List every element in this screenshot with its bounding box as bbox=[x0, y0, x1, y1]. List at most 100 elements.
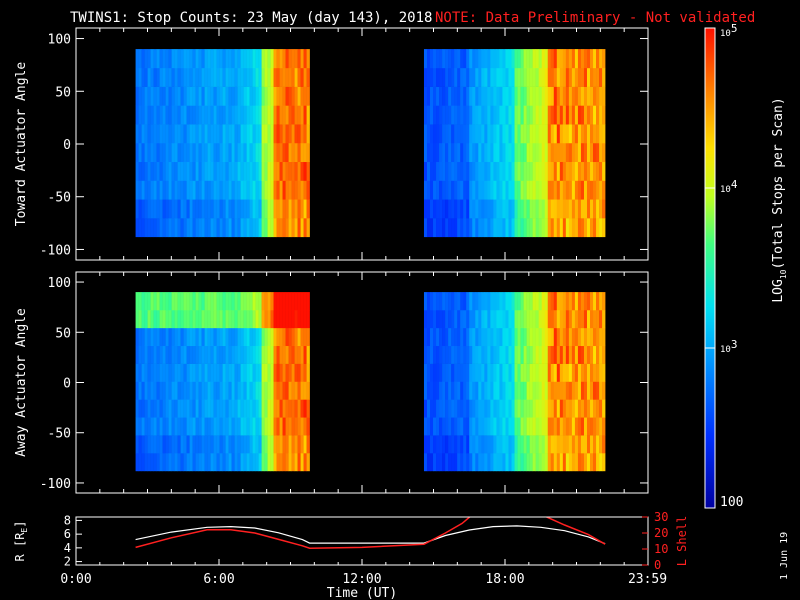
heatmap-cell bbox=[222, 86, 226, 106]
heatmap-cell bbox=[153, 327, 157, 347]
heatmap-cell bbox=[279, 363, 283, 382]
heatmap-cell bbox=[273, 309, 277, 329]
heatmap-cell bbox=[583, 124, 588, 144]
heatmap-cell bbox=[240, 49, 244, 69]
heatmap-cell bbox=[580, 417, 585, 436]
heatmap-cell bbox=[460, 453, 464, 472]
heatmap-cell bbox=[433, 49, 437, 69]
heatmap-cell bbox=[433, 363, 437, 382]
heatmap-cell bbox=[183, 67, 187, 87]
heatmap-cell bbox=[484, 399, 488, 418]
heatmap-cell bbox=[228, 124, 232, 144]
heatmap-cell bbox=[207, 435, 211, 454]
heatmap-cell bbox=[156, 218, 160, 238]
heatmap-cell bbox=[150, 363, 154, 382]
heatmap-cell bbox=[255, 363, 259, 382]
heatmap-cell bbox=[535, 142, 539, 163]
heatmap-cell bbox=[156, 327, 160, 347]
heatmap-cell bbox=[547, 124, 552, 144]
heatmap-cell bbox=[559, 124, 564, 144]
heatmap-cell bbox=[574, 292, 579, 311]
heatmap-cell bbox=[201, 180, 205, 200]
heatmap-cell bbox=[195, 292, 199, 311]
heatmap-cell bbox=[177, 49, 181, 69]
heatmap-cell bbox=[291, 417, 295, 436]
heatmap-cell bbox=[505, 105, 509, 125]
heatmap-cell bbox=[300, 363, 304, 382]
heatmap-cell bbox=[279, 180, 283, 200]
heatmap-cell bbox=[475, 363, 479, 382]
heatmap-cell bbox=[559, 327, 564, 347]
heatmap-cell bbox=[562, 292, 567, 311]
heatmap-cell bbox=[466, 345, 470, 364]
heatmap-cell bbox=[472, 142, 476, 163]
heatmap-cell bbox=[568, 292, 573, 311]
heatmap-cell bbox=[559, 435, 564, 454]
heatmap-cell bbox=[297, 309, 301, 329]
heatmap-cell bbox=[153, 199, 157, 219]
heatmap-cell bbox=[451, 218, 455, 238]
heatmap-cell bbox=[237, 180, 241, 200]
heatmap-cell bbox=[198, 381, 202, 400]
heatmap-cell bbox=[240, 105, 244, 125]
heatmap-cell bbox=[565, 453, 570, 472]
heatmap-cell bbox=[156, 105, 160, 125]
heatmap-cell bbox=[535, 67, 539, 87]
heatmap-cell bbox=[523, 453, 527, 472]
heatmap-cell bbox=[496, 142, 500, 163]
heatmap-cell bbox=[430, 435, 434, 454]
heatmap-cell bbox=[493, 363, 497, 382]
heatmap-cell bbox=[249, 345, 253, 364]
heatmap-cell bbox=[590, 180, 594, 200]
heatmap-cell bbox=[484, 180, 488, 200]
heatmap-cell bbox=[231, 49, 235, 69]
heatmap-cell bbox=[559, 142, 564, 163]
heatmap-cell bbox=[541, 180, 546, 200]
heatmap-cell bbox=[141, 218, 145, 238]
heatmap-cell bbox=[162, 435, 166, 454]
heatmap-cell bbox=[174, 363, 178, 382]
heatmap-cell bbox=[478, 345, 482, 364]
heatmap-cell bbox=[237, 292, 241, 311]
heatmap-cell bbox=[138, 105, 142, 125]
heatmap-cell bbox=[207, 417, 211, 436]
heatmap-cell bbox=[306, 161, 310, 181]
heatmap-cell bbox=[602, 49, 606, 69]
heatmap-cell bbox=[186, 327, 190, 347]
heatmap-cell bbox=[303, 453, 307, 472]
heatmap-cell bbox=[207, 49, 211, 69]
heatmap-cell bbox=[478, 327, 482, 347]
heatmap-cell bbox=[517, 161, 521, 181]
heatmap-cell bbox=[297, 399, 301, 418]
heatmap-cell bbox=[559, 417, 564, 436]
heatmap-cell bbox=[210, 435, 214, 454]
heatmap-cell bbox=[267, 292, 271, 311]
heatmap-cell bbox=[177, 453, 181, 472]
heatmap-cell bbox=[577, 327, 582, 347]
heatmap-cell bbox=[538, 327, 542, 347]
heatmap-cell bbox=[562, 363, 567, 382]
heatmap-cell bbox=[593, 292, 597, 311]
heatmap-cell bbox=[514, 124, 518, 144]
heatmap-cell bbox=[210, 309, 214, 329]
heatmap-cell bbox=[493, 86, 497, 106]
heatmap-cell bbox=[225, 381, 229, 400]
heatmap-cell bbox=[306, 199, 310, 219]
heatmap-cell bbox=[144, 363, 148, 382]
heatmap-cell bbox=[577, 399, 582, 418]
heatmap-cell bbox=[135, 199, 139, 219]
heatmap-cell bbox=[135, 417, 139, 436]
heatmap-cell bbox=[577, 381, 582, 400]
heatmap-cell bbox=[538, 399, 542, 418]
heatmap-cell bbox=[439, 86, 443, 106]
heatmap-cell bbox=[198, 142, 202, 163]
heatmap-cell bbox=[135, 327, 139, 347]
heatmap-cell bbox=[219, 399, 223, 418]
heatmap-cell bbox=[481, 292, 485, 311]
heatmap-cell bbox=[183, 309, 187, 329]
heatmap-cell bbox=[279, 124, 283, 144]
heatmap-cell bbox=[228, 67, 232, 87]
heatmap-cell bbox=[174, 417, 178, 436]
heatmap-cell bbox=[216, 161, 220, 181]
y-tick-label: 50 bbox=[55, 85, 71, 100]
